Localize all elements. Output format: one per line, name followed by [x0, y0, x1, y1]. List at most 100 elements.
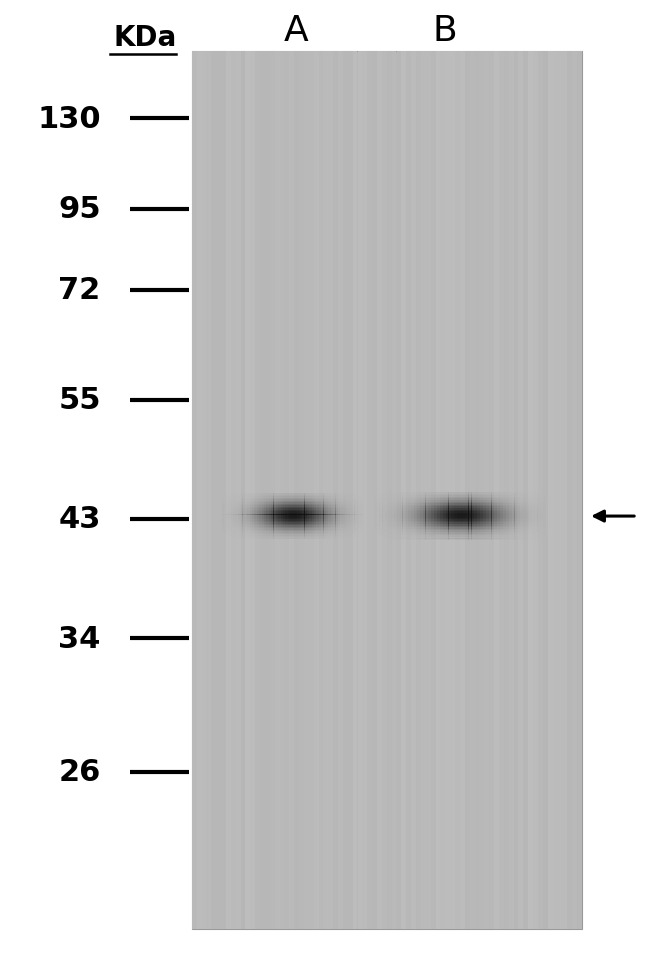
Bar: [283, 530, 285, 532]
Bar: [480, 537, 483, 539]
Bar: [417, 529, 420, 531]
Bar: [235, 519, 238, 521]
Bar: [471, 534, 474, 536]
Bar: [463, 507, 466, 509]
Bar: [252, 532, 255, 534]
Bar: [354, 498, 357, 499]
Bar: [361, 498, 364, 499]
Bar: [238, 537, 240, 539]
Bar: [292, 507, 295, 509]
Bar: [486, 537, 489, 539]
Bar: [347, 529, 350, 530]
Bar: [457, 509, 460, 510]
Bar: [254, 524, 257, 526]
Bar: [454, 518, 457, 519]
Bar: [259, 512, 262, 514]
Bar: [469, 505, 471, 507]
Bar: [347, 535, 350, 537]
Bar: [512, 514, 515, 515]
Bar: [250, 522, 252, 524]
Bar: [396, 529, 400, 531]
Bar: [457, 500, 460, 502]
Bar: [359, 532, 362, 534]
Bar: [500, 515, 503, 517]
Bar: [494, 518, 497, 519]
Bar: [231, 535, 233, 537]
Bar: [295, 527, 298, 529]
Bar: [380, 534, 382, 536]
Bar: [402, 509, 406, 510]
Bar: [411, 538, 414, 540]
Bar: [281, 507, 283, 509]
Bar: [268, 527, 271, 529]
Bar: [352, 537, 355, 539]
Bar: [417, 493, 420, 494]
Bar: [340, 532, 343, 534]
Bar: [376, 519, 380, 521]
Bar: [512, 502, 515, 504]
Bar: [347, 530, 350, 532]
Bar: [440, 494, 443, 496]
Bar: [494, 524, 497, 526]
Bar: [474, 537, 477, 539]
Bar: [494, 519, 497, 521]
Bar: [240, 511, 242, 512]
Bar: [489, 526, 491, 528]
Bar: [517, 523, 520, 524]
Bar: [338, 494, 341, 496]
Bar: [374, 518, 377, 519]
Bar: [313, 52, 318, 929]
Bar: [309, 496, 312, 497]
Bar: [347, 522, 350, 524]
Bar: [274, 494, 276, 496]
Bar: [345, 522, 348, 524]
Bar: [374, 538, 377, 540]
Bar: [300, 506, 302, 507]
Bar: [278, 535, 281, 537]
Bar: [288, 534, 291, 535]
Bar: [242, 529, 245, 530]
Bar: [431, 494, 434, 496]
Bar: [380, 493, 382, 494]
Bar: [324, 514, 326, 515]
Bar: [440, 531, 443, 533]
Bar: [274, 535, 276, 537]
Bar: [321, 534, 324, 535]
Bar: [529, 510, 532, 512]
Bar: [512, 518, 515, 519]
Bar: [350, 530, 352, 532]
Bar: [281, 521, 283, 522]
Bar: [357, 521, 359, 522]
Bar: [352, 519, 355, 521]
Bar: [414, 503, 417, 505]
Bar: [431, 52, 436, 929]
Bar: [437, 505, 440, 507]
Bar: [221, 532, 224, 534]
Bar: [317, 519, 319, 521]
Bar: [497, 496, 500, 497]
Bar: [388, 521, 391, 523]
Bar: [226, 519, 228, 521]
Bar: [374, 523, 377, 524]
Bar: [238, 517, 240, 518]
Bar: [538, 500, 540, 502]
Bar: [523, 528, 526, 529]
Bar: [328, 509, 331, 511]
Bar: [526, 509, 529, 510]
Bar: [352, 507, 355, 509]
Bar: [266, 530, 269, 532]
Bar: [497, 498, 500, 500]
Bar: [202, 52, 207, 929]
Bar: [245, 537, 248, 539]
Bar: [304, 529, 307, 530]
Bar: [350, 499, 352, 501]
Bar: [463, 505, 466, 507]
Bar: [494, 510, 497, 512]
Bar: [357, 529, 359, 530]
Bar: [420, 514, 423, 515]
Bar: [307, 517, 309, 518]
Bar: [529, 534, 532, 536]
Bar: [394, 500, 397, 502]
Bar: [335, 509, 338, 511]
Bar: [338, 532, 341, 534]
